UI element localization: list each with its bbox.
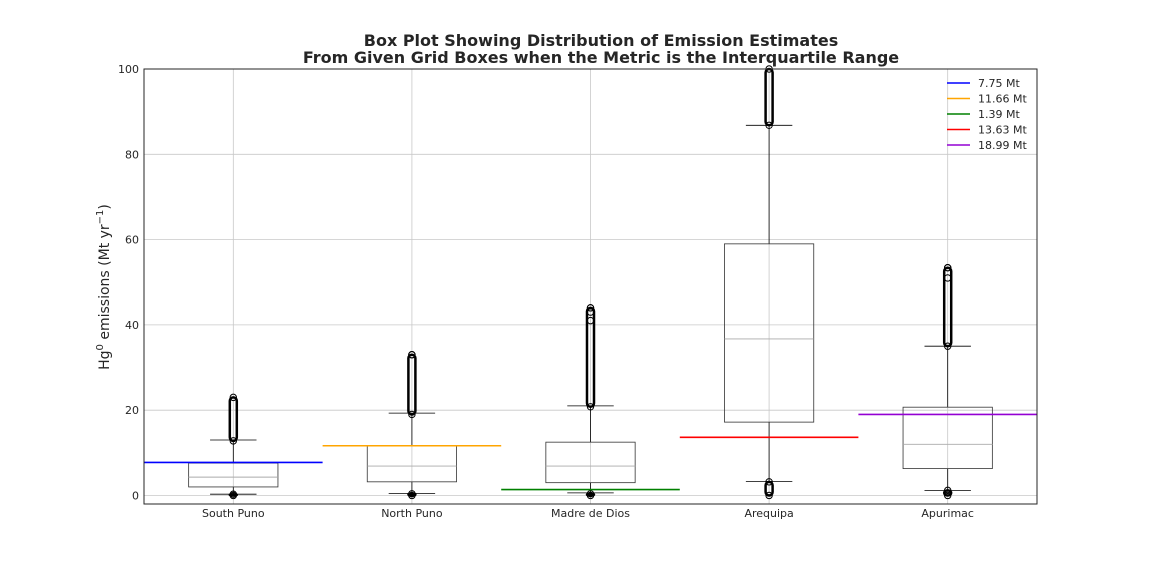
high-outlier-point: [586, 308, 595, 316]
x-tick-label: Arequipa: [744, 507, 793, 520]
high-outlier-stack: [585, 306, 596, 409]
legend-label: 18.99 Mt: [978, 139, 1027, 152]
low-outlier-stack: [228, 492, 239, 497]
legend: 7.75 Mt 11.66 Mt 1.39 Mt 13.63 Mt 18.99 Mt: [947, 77, 1027, 152]
y-tick-label: 20: [125, 404, 139, 417]
high-outlier-point: [944, 264, 952, 272]
legend-label: 13.63 Mt: [978, 124, 1027, 137]
iqr-box: [545, 441, 636, 484]
x-tick-label: North Puno: [381, 507, 443, 520]
box-plot-madre-de-dios: [545, 304, 636, 500]
high-outlier-stack: [942, 266, 953, 348]
box-plot-north-puno: [366, 351, 457, 500]
low-outlier-point: [229, 491, 238, 500]
low-outlier-point: [944, 491, 952, 500]
low-outlier-point: [765, 478, 773, 486]
low-outlier-stack: [764, 480, 774, 497]
y-tick-label: 80: [125, 148, 139, 161]
legend-label: 11.66 Mt: [978, 93, 1027, 106]
high-outlier-point: [586, 304, 595, 312]
iqr-box: [724, 243, 815, 423]
chart-title-line-2: From Given Grid Boxes when the Metric is…: [303, 48, 899, 67]
y-axis-ticks: 0 20 40 60 80 100: [118, 63, 139, 502]
low-outlier-stack: [942, 489, 953, 497]
iqr-box: [902, 406, 993, 470]
high-outlier-point: [408, 351, 416, 359]
reference-lines: [144, 413, 1037, 491]
low-outlier-point: [586, 491, 595, 500]
high-outlier-point: [408, 410, 416, 419]
y-tick-label: 100: [118, 63, 139, 76]
box-plot-apurimac: [902, 264, 993, 500]
high-outlier-point: [586, 316, 595, 325]
high-outlier-point: [229, 393, 238, 402]
y-tick-label: 40: [125, 319, 139, 332]
legend-label: 7.75 Mt: [978, 77, 1020, 90]
low-outlier-point: [765, 491, 773, 500]
x-axis-ticks: South Puno North Puno Madre de Dios Arequip…: [202, 507, 974, 520]
legend-label: 1.39 Mt: [978, 108, 1020, 121]
high-outlier-stack: [407, 353, 417, 416]
high-outlier-point: [586, 403, 595, 411]
high-outlier-point: [944, 274, 952, 282]
low-outlier-point: [944, 486, 952, 495]
x-tick-label: South Puno: [202, 507, 265, 520]
high-outlier-point: [944, 342, 952, 350]
plot-frame: [143, 68, 1038, 505]
y-tick-label: 60: [125, 234, 139, 247]
low-outlier-point: [408, 491, 416, 500]
x-tick-label: Madre de Dios: [551, 507, 630, 520]
high-outlier-point: [229, 437, 238, 445]
x-tick-label: Apurimac: [921, 507, 974, 520]
y-axis-label: Hg0 emissions (Mt yr−1): [95, 204, 113, 370]
chart-title-line-1: Box Plot Showing Distribution of Emissio…: [364, 31, 839, 50]
high-outlier-stack: [228, 396, 239, 443]
high-outlier-point: [765, 121, 773, 129]
y-tick-label: 0: [132, 489, 139, 502]
